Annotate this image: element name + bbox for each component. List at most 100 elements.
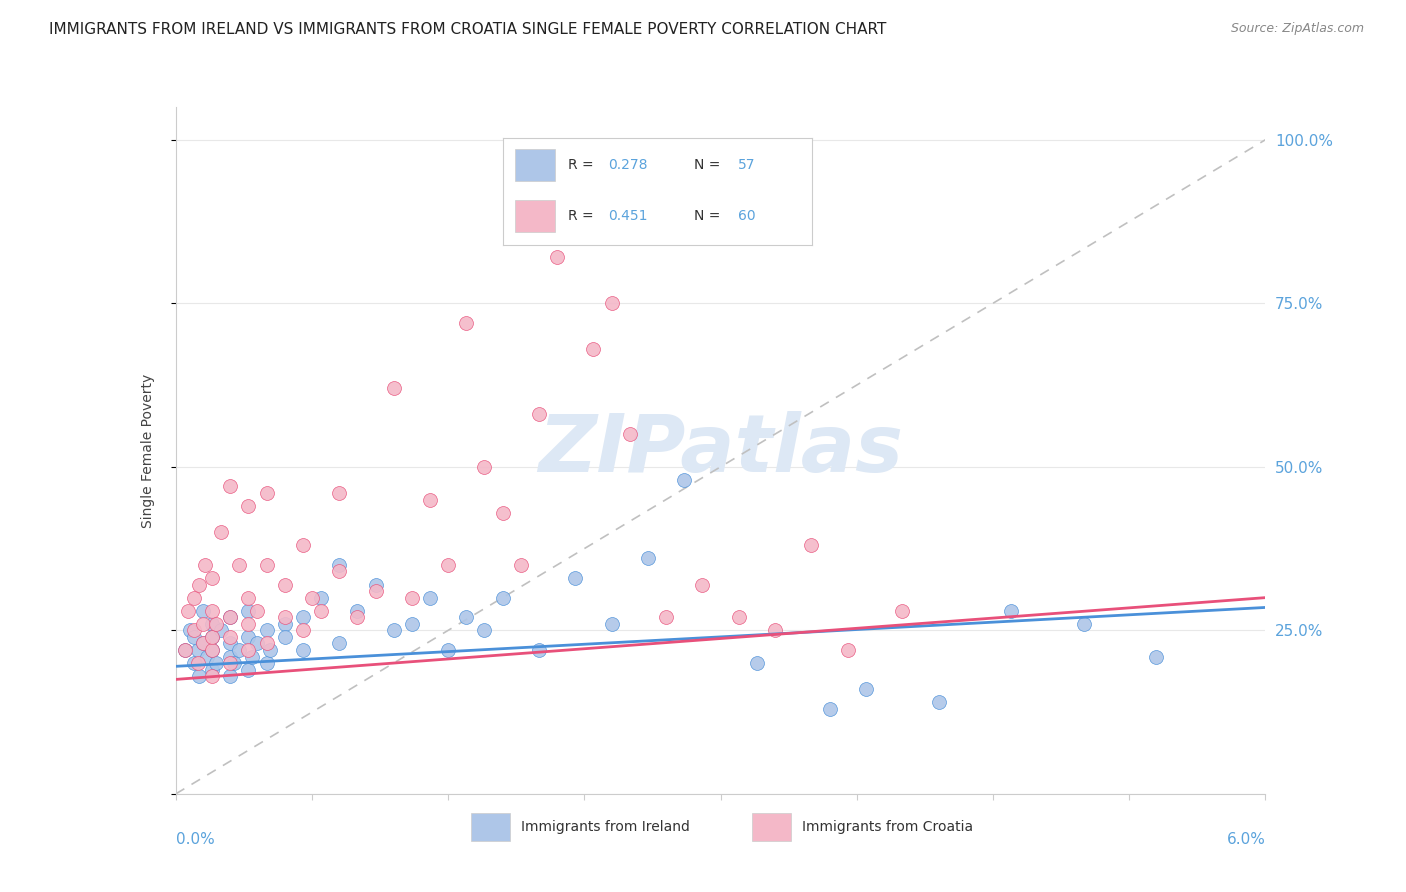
Point: [492, 506, 515, 520]
Point: [191, 604, 214, 618]
Point: [437, 558, 460, 572]
Text: 6.0%: 6.0%: [1226, 831, 1265, 847]
Point: [492, 591, 515, 605]
Point: [256, 486, 278, 500]
Text: Immigrants from Ireland: Immigrants from Ireland: [522, 821, 690, 834]
Point: [191, 636, 214, 650]
Point: [186, 643, 209, 657]
Point: [238, 604, 260, 618]
Text: 0.0%: 0.0%: [176, 831, 215, 847]
Point: [179, 624, 201, 638]
Point: [219, 479, 242, 493]
Point: [256, 558, 278, 572]
Point: [177, 604, 200, 618]
Point: [219, 630, 242, 644]
Point: [274, 577, 297, 591]
Point: [238, 616, 260, 631]
Point: [291, 538, 314, 552]
Point: [291, 624, 314, 638]
Point: [201, 630, 224, 644]
Point: [246, 604, 269, 618]
Point: [219, 610, 242, 624]
Point: [204, 616, 226, 631]
Point: [456, 610, 478, 624]
Point: [600, 616, 623, 631]
Point: [291, 610, 314, 624]
FancyBboxPatch shape: [471, 814, 510, 841]
Point: [655, 610, 678, 624]
Text: Source: ZipAtlas.com: Source: ZipAtlas.com: [1230, 22, 1364, 36]
FancyBboxPatch shape: [515, 201, 555, 233]
Point: [527, 408, 550, 422]
Point: [309, 591, 332, 605]
Point: [837, 643, 859, 657]
Point: [219, 636, 242, 650]
Point: [855, 682, 877, 697]
Point: [183, 624, 205, 638]
Text: ZIPatlas: ZIPatlas: [538, 411, 903, 490]
Point: [474, 459, 496, 474]
Point: [928, 695, 950, 709]
Point: [238, 643, 260, 657]
Point: [419, 492, 441, 507]
Point: [419, 591, 441, 605]
Point: [256, 656, 278, 670]
Point: [194, 558, 217, 572]
Point: [240, 649, 263, 664]
Point: [673, 473, 696, 487]
Point: [188, 577, 211, 591]
Point: [818, 702, 841, 716]
Point: [619, 427, 641, 442]
Point: [637, 551, 659, 566]
Point: [204, 656, 226, 670]
Point: [346, 604, 368, 618]
Text: N =: N =: [695, 210, 725, 223]
Point: [474, 624, 496, 638]
Point: [201, 669, 224, 683]
Point: [259, 643, 281, 657]
Point: [437, 643, 460, 657]
Point: [364, 584, 387, 599]
Point: [201, 630, 224, 644]
Point: [800, 538, 823, 552]
Point: [564, 571, 586, 585]
Point: [1000, 604, 1022, 618]
Point: [600, 296, 623, 310]
Point: [727, 610, 749, 624]
Point: [183, 630, 205, 644]
Point: [527, 643, 550, 657]
Point: [1146, 649, 1168, 664]
Text: 0.278: 0.278: [607, 158, 647, 172]
Text: Immigrants from Croatia: Immigrants from Croatia: [803, 821, 973, 834]
Point: [238, 630, 260, 644]
Point: [546, 251, 568, 265]
Point: [291, 643, 314, 657]
Point: [173, 643, 195, 657]
Point: [222, 656, 245, 670]
Point: [201, 663, 224, 677]
Text: 0.451: 0.451: [607, 210, 647, 223]
Point: [745, 656, 768, 670]
Point: [564, 211, 586, 226]
Point: [191, 636, 214, 650]
Point: [173, 643, 195, 657]
Point: [183, 591, 205, 605]
Point: [309, 604, 332, 618]
Point: [219, 656, 242, 670]
Text: R =: R =: [568, 158, 598, 172]
Text: 57: 57: [738, 158, 755, 172]
Y-axis label: Single Female Poverty: Single Female Poverty: [141, 374, 155, 527]
Point: [209, 624, 232, 638]
Point: [382, 381, 405, 395]
Point: [219, 669, 242, 683]
FancyBboxPatch shape: [515, 149, 555, 181]
Point: [201, 616, 224, 631]
Point: [401, 591, 423, 605]
Point: [201, 571, 224, 585]
Point: [763, 624, 786, 638]
Point: [346, 610, 368, 624]
Point: [328, 636, 350, 650]
Point: [364, 577, 387, 591]
Point: [382, 624, 405, 638]
Point: [256, 624, 278, 638]
